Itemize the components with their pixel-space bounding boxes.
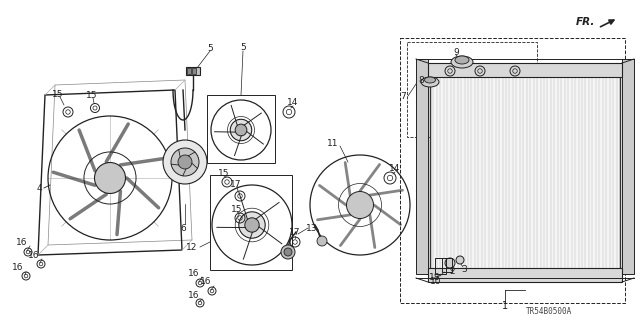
Text: FR.: FR. <box>575 17 595 27</box>
Text: 2: 2 <box>449 268 455 276</box>
Circle shape <box>235 124 247 136</box>
Ellipse shape <box>424 77 435 83</box>
Ellipse shape <box>421 77 439 87</box>
Circle shape <box>163 140 207 184</box>
Circle shape <box>245 218 259 232</box>
Text: 11: 11 <box>327 139 339 148</box>
Circle shape <box>445 258 455 268</box>
Text: 5: 5 <box>207 44 213 52</box>
Circle shape <box>239 212 265 238</box>
Bar <box>407 42 537 137</box>
Text: 4: 4 <box>36 183 42 193</box>
Text: TR54B0500A: TR54B0500A <box>525 308 572 316</box>
Circle shape <box>178 155 192 169</box>
Text: 13: 13 <box>307 223 317 233</box>
Text: 15: 15 <box>231 204 243 213</box>
Ellipse shape <box>451 56 473 68</box>
Text: 14: 14 <box>389 164 401 172</box>
Circle shape <box>284 248 292 256</box>
Text: 10: 10 <box>430 277 442 286</box>
Text: 16: 16 <box>28 251 40 260</box>
Ellipse shape <box>455 56 469 64</box>
Circle shape <box>346 191 374 219</box>
Text: 9: 9 <box>453 47 459 57</box>
Bar <box>400 38 625 303</box>
Bar <box>207 95 275 163</box>
Bar <box>428 268 622 282</box>
Text: 16: 16 <box>12 263 24 273</box>
Text: 15: 15 <box>218 169 230 178</box>
Text: 12: 12 <box>186 243 198 252</box>
Text: 7: 7 <box>400 92 406 100</box>
Circle shape <box>317 236 327 246</box>
Text: 8: 8 <box>418 76 424 84</box>
Text: 17: 17 <box>230 180 242 188</box>
Circle shape <box>281 245 295 259</box>
Bar <box>430 75 620 270</box>
Text: 1: 1 <box>502 301 508 311</box>
Bar <box>442 258 452 272</box>
Bar <box>187 68 191 74</box>
Text: 16: 16 <box>188 268 200 277</box>
Text: 6: 6 <box>180 223 186 233</box>
Text: 16: 16 <box>200 277 212 286</box>
Bar <box>210 175 292 270</box>
Bar <box>435 258 446 274</box>
Bar <box>622 59 634 274</box>
Text: 5: 5 <box>240 43 246 52</box>
Text: 18: 18 <box>429 274 440 283</box>
Circle shape <box>230 119 252 141</box>
Text: 15: 15 <box>86 91 98 100</box>
Bar <box>416 59 428 274</box>
Bar <box>186 67 200 75</box>
Text: 17: 17 <box>289 228 301 236</box>
Circle shape <box>171 148 199 176</box>
Text: 15: 15 <box>52 90 64 99</box>
Circle shape <box>95 163 125 194</box>
Bar <box>428 63 622 77</box>
Text: 14: 14 <box>287 98 299 107</box>
Circle shape <box>456 256 464 264</box>
Text: 3: 3 <box>461 265 467 274</box>
Text: 16: 16 <box>16 237 28 246</box>
Text: 16: 16 <box>188 291 200 300</box>
Bar <box>192 68 196 74</box>
